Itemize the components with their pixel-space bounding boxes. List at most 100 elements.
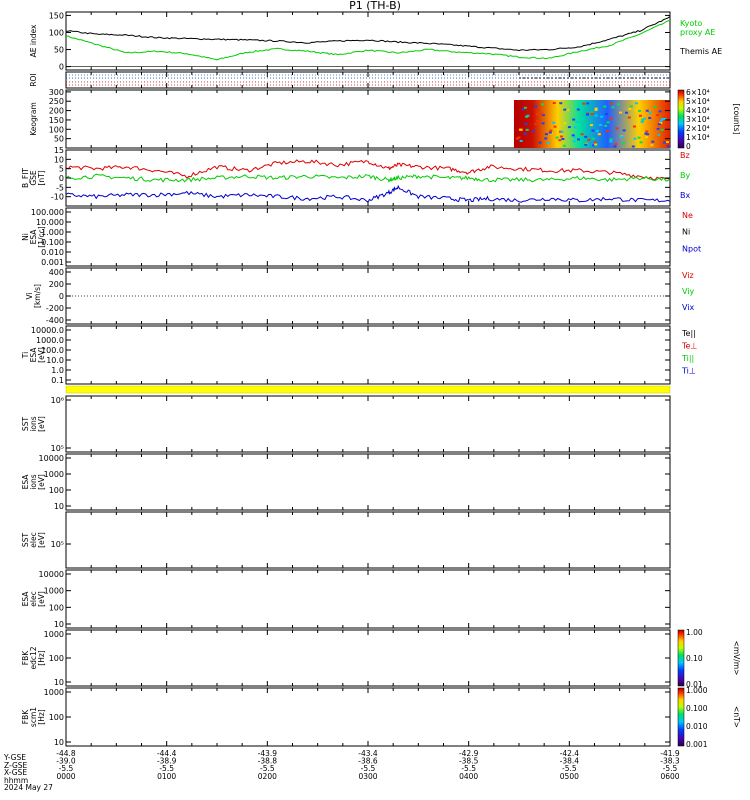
y-tick-label-vi: 400 bbox=[49, 268, 64, 277]
colorbar-keogram-tick: 3×10⁴ bbox=[686, 115, 710, 124]
colorbar-fbk-b-tick: 1.000 bbox=[686, 686, 708, 695]
x-tick-label: -38.5 bbox=[459, 757, 479, 766]
keogram-pixel bbox=[577, 138, 581, 141]
keogram-pixel bbox=[576, 108, 580, 111]
x-tick-label: -5.5 bbox=[361, 764, 376, 773]
keogram-pixel bbox=[609, 140, 613, 143]
keogram-pixel bbox=[659, 121, 663, 124]
keogram-pixel bbox=[619, 111, 623, 114]
y-axis-label-esa_ion: ions bbox=[29, 474, 38, 489]
keogram-pixel bbox=[595, 129, 599, 132]
y-axis-label-sst_elec: SST bbox=[21, 533, 30, 548]
legend-ti: Ti⊥ bbox=[681, 367, 696, 376]
keogram-pixel bbox=[544, 133, 548, 136]
keogram-pixel bbox=[636, 117, 640, 120]
panel-frame-ni bbox=[65, 207, 671, 267]
keogram-pixel bbox=[627, 116, 631, 119]
x-tick-label: -43.4 bbox=[358, 749, 378, 758]
y-tick-label-esa_elec: 100 bbox=[49, 603, 64, 612]
keogram-pixel bbox=[648, 111, 652, 114]
legend-ti: Ti|| bbox=[681, 354, 694, 363]
keogram-pixel bbox=[594, 108, 598, 111]
keogram-pixel bbox=[606, 121, 610, 124]
series-label-bfield: By bbox=[680, 171, 690, 180]
colorbar-keogram bbox=[677, 89, 685, 149]
keogram-pixel bbox=[561, 137, 565, 140]
keogram-pixel bbox=[645, 136, 649, 139]
x-tick-label: -43.9 bbox=[258, 749, 278, 758]
keogram-pixel bbox=[615, 127, 619, 130]
panel-frame-sst_ion bbox=[65, 395, 671, 453]
y-tick-label-ti: 100.0 bbox=[41, 346, 64, 355]
x-tick-label: -38.4 bbox=[560, 757, 580, 766]
legend-ni: Ne bbox=[682, 211, 693, 220]
y-tick-label-fbk_b: 10 bbox=[54, 738, 64, 747]
y-tick-label-ti: 1.0 bbox=[51, 366, 64, 375]
keogram-pixel bbox=[656, 127, 660, 130]
y-axis-label-fbk_e: edc12 bbox=[29, 646, 38, 669]
keogram-pixel bbox=[611, 106, 615, 109]
keogram-pixel bbox=[590, 112, 594, 115]
keogram-pixel bbox=[660, 128, 664, 131]
y-tick-label-ni: 0.001 bbox=[41, 258, 64, 267]
keogram-pixel bbox=[645, 109, 649, 112]
y-axis-label-fbk_e: [Hz] bbox=[37, 650, 46, 666]
legend-ni: Npot bbox=[682, 244, 701, 253]
y-tick-label-sst_ion: 10⁵ bbox=[51, 444, 64, 453]
y-tick-label-ae: 0 bbox=[59, 63, 64, 72]
y-axis-label-sst_elec: elec bbox=[29, 532, 38, 547]
y-tick-label-vi: -200 bbox=[46, 304, 64, 313]
y-tick-label-ni: 1.000 bbox=[41, 228, 64, 237]
colorbar-keogram-tick: 6×10⁴ bbox=[686, 88, 710, 97]
keogram-pixel bbox=[552, 102, 556, 105]
keogram-pixel bbox=[567, 126, 571, 129]
y-tick-label-bfield: 0 bbox=[59, 174, 64, 183]
x-tick-label: 0600 bbox=[660, 772, 679, 781]
date-label: 2024 May 27 bbox=[4, 783, 53, 793]
y-axis-label-ni: [1/cc] bbox=[37, 226, 46, 247]
panel-frame-sst_elec bbox=[65, 511, 671, 569]
keogram-pixel bbox=[537, 145, 541, 148]
colorbar-keogram-tick: 4×10⁴ bbox=[686, 106, 710, 115]
x-axis-row-labels: Y-GSE Z-GSE X-GSE hhmm 2024 May 27 bbox=[4, 754, 53, 792]
keogram-pixel bbox=[600, 115, 604, 118]
keogram-pixel bbox=[572, 140, 576, 143]
colorbar-fbk-b-tick: 0.001 bbox=[686, 740, 708, 749]
keogram-pixel bbox=[663, 117, 667, 120]
y-axis-label-esa_elec: [eV] bbox=[37, 591, 46, 607]
keogram-pixel bbox=[591, 137, 595, 140]
y-tick-label-ti: 10.0 bbox=[46, 356, 64, 365]
x-tick-label: -39.0 bbox=[56, 757, 76, 766]
keogram-pixel bbox=[663, 141, 667, 144]
y-tick-label-keogram: 50 bbox=[54, 135, 64, 144]
keogram-pixel bbox=[584, 143, 588, 146]
y-tick-label-fbk_e: 10 bbox=[54, 678, 64, 687]
keogram-pixel bbox=[559, 133, 563, 136]
keogram-pixel bbox=[638, 114, 642, 117]
series-label-ae: proxy AE bbox=[680, 28, 715, 37]
y-tick-label-fbk_e: 100 bbox=[49, 654, 64, 663]
keogram-pixel bbox=[556, 103, 560, 106]
legend-ti: Te⊥ bbox=[681, 342, 697, 351]
keogram-pixel bbox=[559, 102, 563, 105]
x-tick-label: -38.9 bbox=[157, 757, 177, 766]
keogram-pixel bbox=[523, 106, 527, 109]
y-tick-label-vi: -400 bbox=[46, 316, 64, 325]
keogram-pixel bbox=[599, 123, 603, 126]
keogram-pixel bbox=[548, 131, 552, 134]
y-tick-label-esa_elec: 10 bbox=[54, 620, 64, 629]
y-tick-label-esa_ion: 100 bbox=[49, 486, 64, 495]
keogram-pixel bbox=[566, 109, 570, 112]
keogram-pixel bbox=[644, 132, 648, 135]
y-axis-label-esa_ion: [eV] bbox=[37, 474, 46, 490]
keogram-pixel bbox=[549, 129, 553, 132]
x-row-label: hhmm bbox=[4, 775, 29, 785]
keogram-pixel bbox=[641, 118, 645, 121]
keogram-pixel bbox=[584, 135, 588, 138]
legend-ni: Ni bbox=[682, 228, 690, 237]
colorbar-fbk-b-tick: 0.010 bbox=[686, 722, 708, 731]
keogram-pixel bbox=[666, 141, 670, 144]
y-axis-label-keogram: Keogram bbox=[29, 102, 38, 136]
keogram-pixel bbox=[594, 114, 598, 117]
keogram-pixel bbox=[622, 129, 626, 132]
